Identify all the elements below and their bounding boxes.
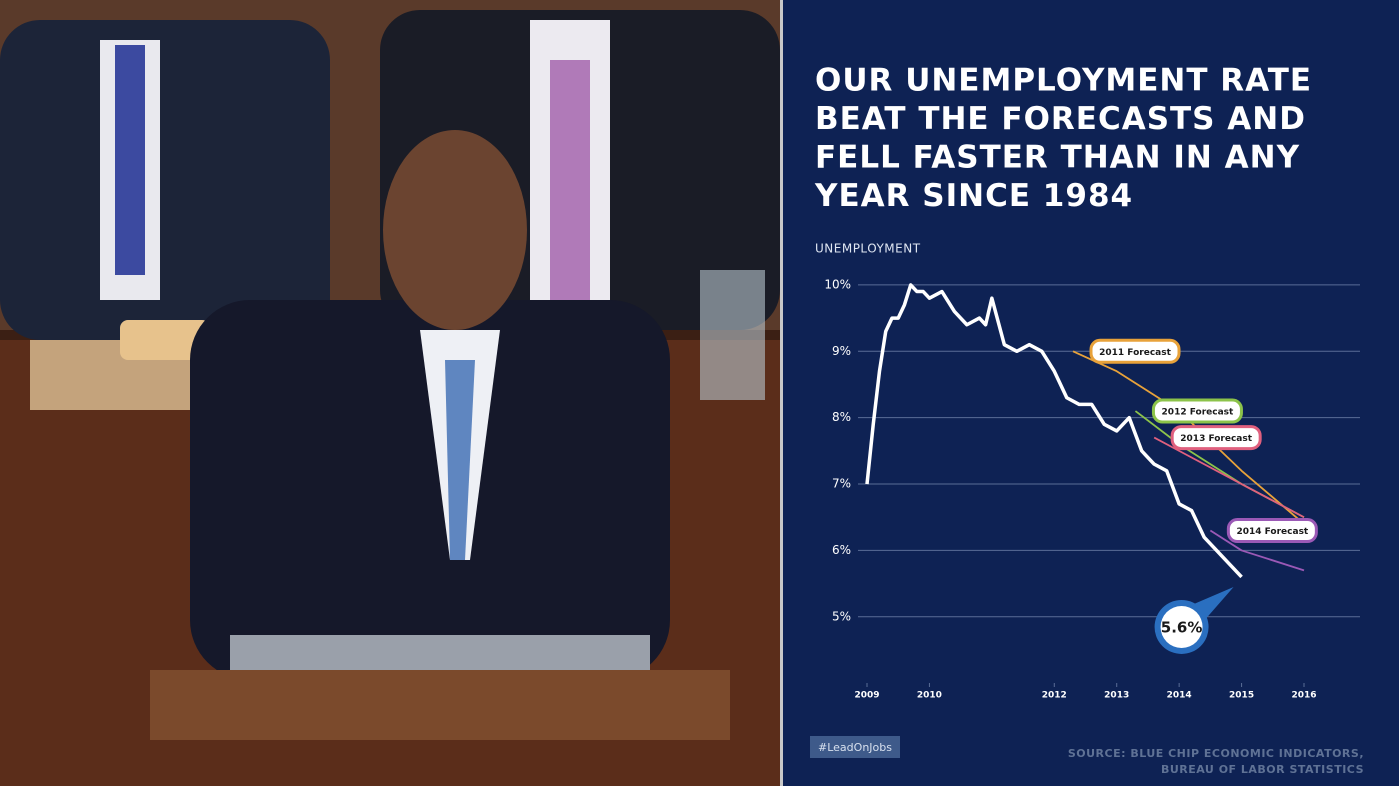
- legend-label: 2012 Forecast: [1162, 408, 1234, 418]
- forecast-callout: [1170, 425, 1262, 451]
- chart-title: FELL FASTER THAN IN ANY: [815, 140, 1300, 176]
- legend-label: 2014 Forecast: [1236, 527, 1308, 537]
- chart-title: BEAT THE FORECASTS AND: [815, 101, 1306, 137]
- source-note: BUREAU OF LABOR STATISTICS: [1161, 763, 1364, 776]
- right-tie: [550, 60, 590, 330]
- divider: [780, 0, 783, 786]
- left-tie: [115, 45, 145, 275]
- lectern: [150, 670, 730, 740]
- forecast-callout: [1089, 338, 1181, 364]
- legend-label: 2011 Forecast: [1099, 348, 1171, 358]
- chart-panel: [783, 0, 1399, 786]
- x-tick-label: 2016: [1291, 691, 1316, 701]
- y-tick-label: 6%: [832, 543, 851, 557]
- value-callout-inner: [1160, 605, 1203, 648]
- x-tick-label: 2012: [1042, 691, 1067, 701]
- y-tick-label: 7%: [832, 477, 851, 491]
- x-tick-label: 2013: [1104, 691, 1129, 701]
- hashtag: #LeadOnJobs: [818, 741, 892, 754]
- data-line: [865, 283, 1243, 579]
- speaker-tie: [445, 360, 475, 560]
- speaker-suit: [190, 300, 670, 680]
- forecast-line: [1153, 436, 1305, 519]
- forecast-line: [1209, 529, 1305, 572]
- left-person: [0, 20, 330, 340]
- hashtag-box: [810, 736, 900, 758]
- source-note: SOURCE: BLUE CHIP ECONOMIC INDICATORS,: [1068, 747, 1364, 760]
- forecast-callout: [1151, 398, 1243, 424]
- y-axis-label: UNEMPLOYMENT: [815, 242, 921, 256]
- forecast-callout: [1226, 518, 1318, 544]
- chart-title: OUR UNEMPLOYMENT RATE: [815, 63, 1312, 99]
- x-tick-label: 2010: [917, 691, 942, 701]
- y-tick-label: 9%: [832, 344, 851, 358]
- legend-label: 2013 Forecast: [1180, 434, 1252, 444]
- speaker-photo: [0, 0, 780, 786]
- gavel: [120, 320, 210, 360]
- water-glass: [700, 270, 765, 400]
- y-tick-label: 10%: [824, 277, 851, 291]
- y-tick-label: 5%: [832, 609, 851, 623]
- chart-title: YEAR SINCE 1984: [814, 178, 1133, 214]
- binder: [230, 635, 650, 670]
- value-label: 5.6%: [1161, 618, 1203, 636]
- x-tick-label: 2009: [854, 691, 879, 701]
- x-tick-label: 2014: [1167, 691, 1192, 701]
- x-tick-label: 2015: [1229, 691, 1254, 701]
- y-tick-label: 8%: [832, 410, 851, 424]
- speaker-head: [383, 130, 527, 330]
